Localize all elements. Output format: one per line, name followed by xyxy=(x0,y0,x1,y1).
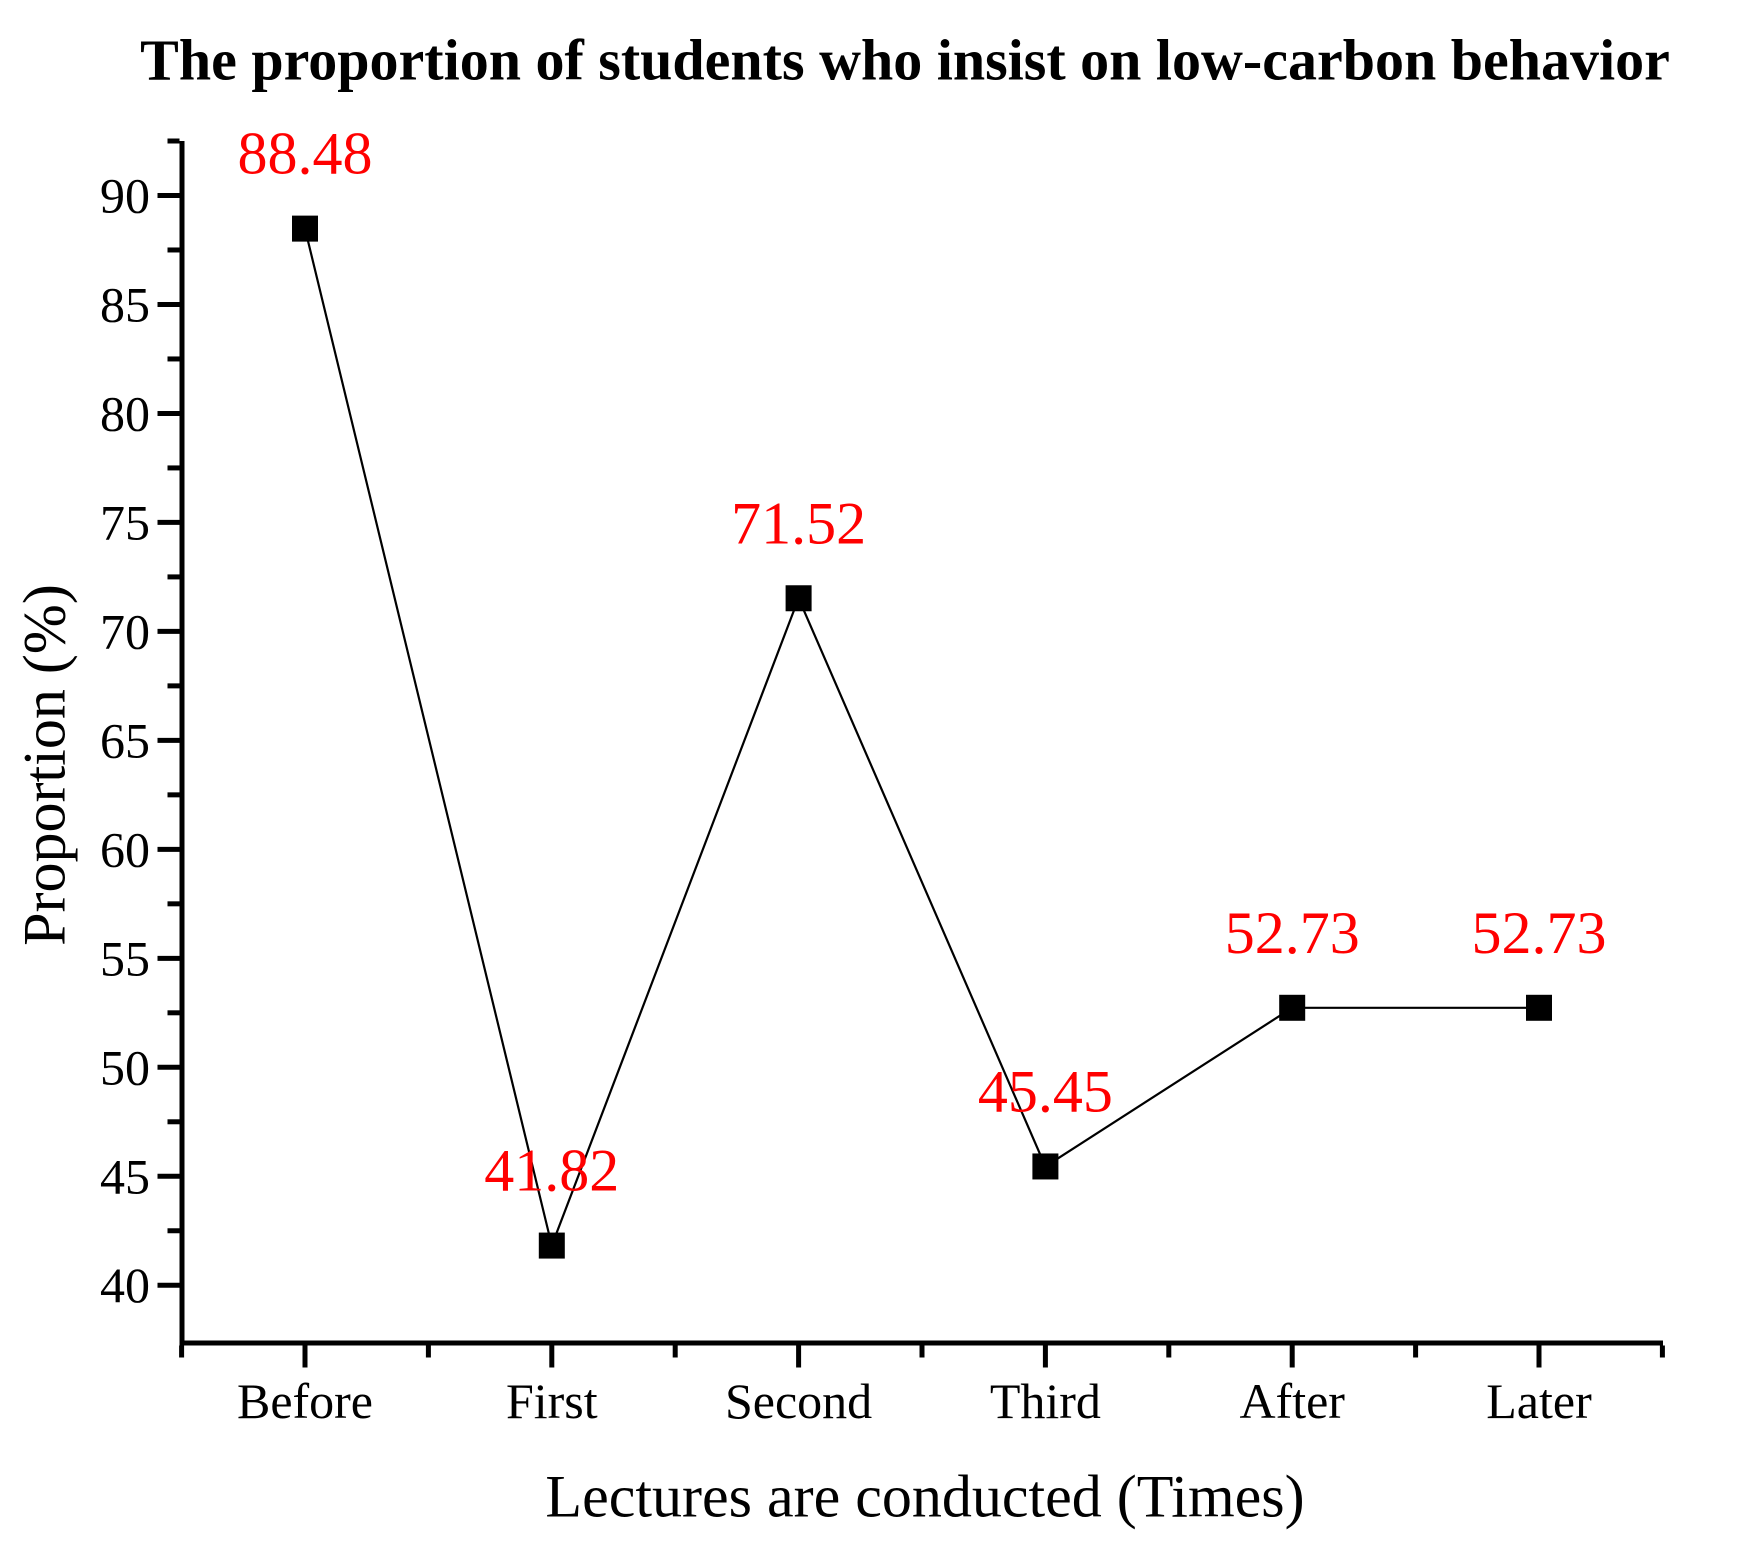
data-point-marker xyxy=(538,1232,565,1259)
data-point-value-label: 52.73 xyxy=(1472,900,1607,966)
data-point-value-label: 41.82 xyxy=(484,1138,619,1204)
data-line xyxy=(303,228,1539,1250)
y-tick-label: 80 xyxy=(100,385,150,441)
data-point-marker xyxy=(1279,994,1306,1021)
data-point-value-label: 71.52 xyxy=(731,490,866,556)
x-axis-title: Lectures are conducted (Times) xyxy=(545,1463,1305,1530)
y-tick-label: 75 xyxy=(100,494,150,550)
data-point-marker xyxy=(292,215,318,242)
data-point-value-label: 52.73 xyxy=(1225,900,1360,966)
data-point-value-label: 88.48 xyxy=(238,121,373,187)
y-tick-label: 65 xyxy=(100,712,150,768)
x-category-label: Third xyxy=(990,1373,1101,1429)
y-tick-label: 45 xyxy=(100,1148,150,1204)
y-tick-label: 60 xyxy=(100,821,150,877)
chart-title: The proportion of students who insist on… xyxy=(140,27,1670,93)
y-tick-label: 70 xyxy=(100,603,150,659)
y-tick-label: 40 xyxy=(100,1257,150,1313)
y-tick-label: 85 xyxy=(100,276,150,332)
x-category-label: First xyxy=(506,1373,598,1429)
y-axis-title: Proportion (%) xyxy=(11,584,78,946)
data-point-marker xyxy=(1526,994,1552,1021)
y-tick-label: 90 xyxy=(100,167,150,223)
y-tick-label: 55 xyxy=(100,930,150,986)
x-category-label: Later xyxy=(1486,1373,1592,1429)
data-point-marker xyxy=(1032,1153,1059,1180)
x-category-label: After xyxy=(1239,1373,1345,1429)
data-point-value-label: 45.45 xyxy=(978,1058,1113,1124)
y-tick-label: 50 xyxy=(100,1039,150,1095)
x-category-label: Before xyxy=(237,1373,373,1429)
data-point-marker xyxy=(785,585,812,612)
x-category-label: Second xyxy=(725,1373,872,1429)
